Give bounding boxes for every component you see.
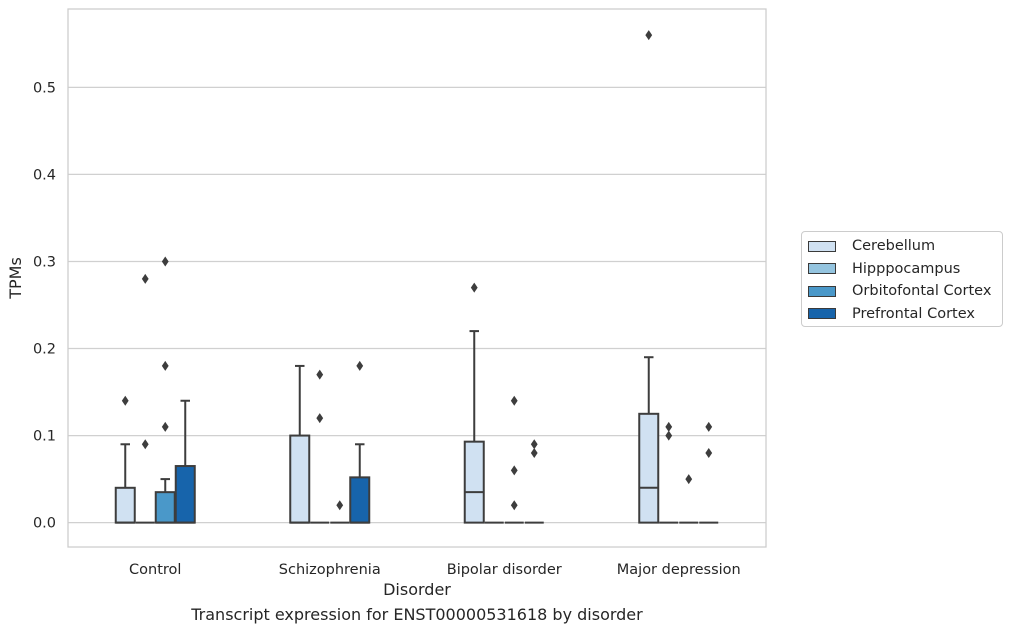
legend-swatch xyxy=(808,263,836,275)
legend-item: Cerebellum xyxy=(808,235,1002,258)
legend-swatch xyxy=(808,240,836,252)
box-group xyxy=(679,474,699,524)
box-group xyxy=(330,500,350,524)
legend-item: Orbitofontal Cortex xyxy=(808,280,1002,303)
legend-swatch xyxy=(808,308,836,320)
legend-label: Hipppocampus xyxy=(852,260,961,277)
box-group xyxy=(154,256,176,524)
legend-label: Orbitofontal Cortex xyxy=(852,283,992,300)
box-group xyxy=(699,421,719,524)
y-tick-label: 0.1 xyxy=(33,429,56,445)
box-rect xyxy=(174,465,196,524)
box-group xyxy=(504,395,524,524)
box-group xyxy=(135,273,155,524)
box-rect xyxy=(154,491,176,524)
outlier-point xyxy=(316,369,324,380)
outlier-point xyxy=(470,282,478,293)
legend-label: Prefrontal Cortex xyxy=(852,305,975,322)
box-group xyxy=(659,421,679,524)
legend-label: Cerebellum xyxy=(852,238,936,255)
box-rect xyxy=(638,412,660,524)
outlier-point xyxy=(121,395,129,406)
outlier-point xyxy=(685,474,693,485)
legend-item: Hipppocampus xyxy=(808,258,1002,281)
box-group xyxy=(463,282,485,524)
outlier-point xyxy=(705,447,713,458)
plot-frame xyxy=(67,8,767,548)
chart-caption: Transcript expression for ENST0000053161… xyxy=(191,605,643,624)
legend-swatch xyxy=(808,285,836,297)
y-tick-label: 0.4 xyxy=(33,167,56,183)
outlier-point xyxy=(161,360,169,371)
legend: Cerebellum Hipppocampus Orbitofontal Corte… xyxy=(801,231,1003,327)
box-rect xyxy=(114,486,136,524)
x-tick-label: Major depression xyxy=(617,562,741,578)
gridlines xyxy=(68,86,766,524)
y-tick-label: 0.3 xyxy=(33,254,56,270)
x-tick-label: Control xyxy=(129,562,181,578)
box-rect xyxy=(463,440,485,524)
x-tick-label: Schizophrenia xyxy=(279,562,381,578)
box-rect xyxy=(349,476,371,524)
box-group xyxy=(638,30,660,524)
x-tick-label: Bipolar disorder xyxy=(447,562,562,578)
outlier-point xyxy=(510,395,518,406)
box-group xyxy=(289,364,311,524)
outlier-point xyxy=(645,30,653,41)
y-tick-label: 0.5 xyxy=(33,80,56,96)
outlier-point xyxy=(665,430,673,441)
outlier-point xyxy=(141,439,149,450)
outlier-point xyxy=(161,256,169,267)
box-group xyxy=(114,395,136,524)
outlier-point xyxy=(316,413,324,424)
box-group xyxy=(174,399,196,524)
outlier-point xyxy=(356,360,364,371)
x-axis-label: Disorder xyxy=(383,580,451,599)
boxes xyxy=(114,30,719,524)
legend-item: Prefrontal Cortex xyxy=(808,303,1002,326)
outlier-point xyxy=(141,273,149,284)
box-group xyxy=(349,360,371,524)
outlier-point xyxy=(336,500,344,511)
box-rect xyxy=(289,434,311,524)
outlier-point xyxy=(510,500,518,511)
y-tick-label: 0.0 xyxy=(33,516,56,532)
outlier-point xyxy=(161,421,169,432)
y-tick-labels: 0.0 0.1 0.2 0.3 0.4 0.5 xyxy=(33,80,56,531)
box-group xyxy=(524,439,544,524)
outlier-point xyxy=(530,439,538,450)
outlier-point xyxy=(665,421,673,432)
x-tick-labels: Control Schizophrenia Bipolar disorder Majo… xyxy=(129,562,741,578)
outlier-point xyxy=(705,421,713,432)
box-group xyxy=(310,369,330,524)
y-axis-label: TPMs xyxy=(6,257,25,300)
outlier-point xyxy=(510,465,518,476)
outlier-point xyxy=(530,447,538,458)
y-tick-label: 0.2 xyxy=(33,342,56,358)
